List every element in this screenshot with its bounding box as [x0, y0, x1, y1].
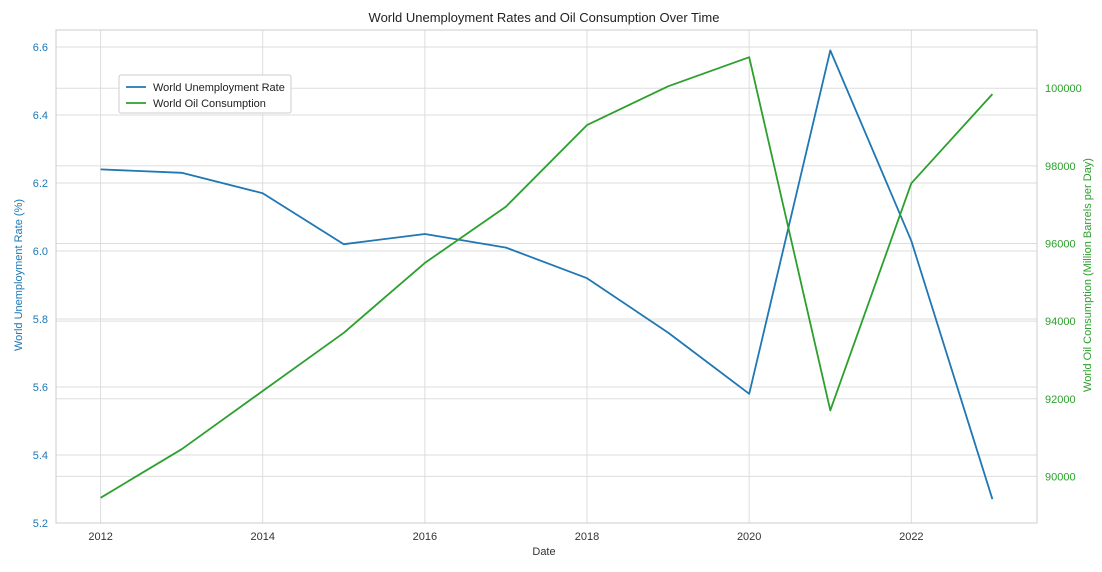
x-tick-label: 2012 [88, 531, 112, 543]
x-tick-label: 2020 [737, 531, 761, 543]
y-left-tick-label: 6.2 [33, 178, 48, 190]
x-tick-label: 2014 [250, 531, 274, 543]
y-left-tick-label: 5.8 [33, 314, 48, 326]
x-tick-label: 2018 [575, 531, 599, 543]
y-right-tick-label: 92000 [1045, 394, 1076, 406]
series-lines [100, 49, 994, 500]
oil-consumption-line [100, 56, 994, 499]
y-left-tick-label: 6.6 [33, 42, 48, 54]
y-right-tick-label: 90000 [1045, 471, 1076, 483]
y-axis-label-left: World Unemployment Rate (%) [13, 199, 25, 351]
y-right-tick-label: 98000 [1045, 161, 1076, 173]
y-axis-label-right: World Oil Consumption (Million Barrels p… [1082, 158, 1094, 392]
unemployment-rate-line [100, 49, 994, 500]
y-right-tick-label: 94000 [1045, 316, 1076, 328]
y-left-tick-label: 5.4 [33, 450, 48, 462]
x-tick-label: 2022 [899, 531, 923, 543]
chart-title: World Unemployment Rates and Oil Consump… [369, 10, 720, 25]
y-left-tick-label: 5.2 [33, 518, 48, 530]
y-left-tick-label: 5.6 [33, 382, 48, 394]
legend-entry: World Oil Consumption [153, 98, 266, 110]
y-right-tick-label: 100000 [1045, 83, 1082, 95]
x-axis-label: Date [532, 546, 555, 558]
y-left-tick-label: 6.4 [33, 110, 48, 122]
x-tick-label: 2016 [413, 531, 437, 543]
legend-box [118, 74, 292, 114]
plot-frame [55, 29, 1038, 524]
legend: World Unemployment Rate World Oil Consump… [118, 74, 292, 114]
y-right-tick-label: 96000 [1045, 239, 1076, 251]
legend-entry: World Unemployment Rate [153, 82, 285, 94]
y-left-tick-label: 6.0 [33, 246, 48, 258]
axes: 2012 2014 2016 2018 2020 2022 5.2 5.4 5.6 5.8 6.0 6… [33, 42, 1082, 543]
